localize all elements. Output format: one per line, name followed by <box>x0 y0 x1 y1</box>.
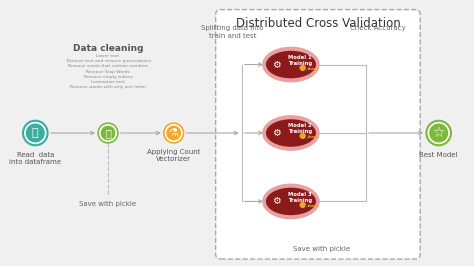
Text: Model 3
Training: Model 3 Training <box>289 192 312 203</box>
Text: learn: learn <box>308 203 319 207</box>
Text: Model 1
Training: Model 1 Training <box>289 55 312 66</box>
Text: Distributed Cross Validation: Distributed Cross Validation <box>236 17 400 30</box>
Ellipse shape <box>266 188 316 215</box>
Text: Best Model: Best Model <box>419 152 458 157</box>
Text: ⚗: ⚗ <box>169 128 179 138</box>
Text: Save with pickle: Save with pickle <box>293 246 350 252</box>
Text: learn: learn <box>308 135 319 139</box>
Text: Read  data
into dataframe: Read data into dataframe <box>9 152 61 165</box>
Ellipse shape <box>266 119 316 147</box>
Text: ●: ● <box>298 200 306 209</box>
Ellipse shape <box>262 184 319 219</box>
Text: Model 2
Training: Model 2 Training <box>289 123 312 135</box>
Text: ●: ● <box>298 63 306 72</box>
Text: ●: ● <box>304 67 308 71</box>
Text: Data cleaning: Data cleaning <box>73 44 143 52</box>
Text: Splitting data info
train and test: Splitting data info train and test <box>201 25 264 39</box>
Text: 🗄: 🗄 <box>32 128 38 138</box>
Text: Check Accuracy: Check Accuracy <box>350 25 406 31</box>
Text: learn: learn <box>308 66 319 71</box>
Ellipse shape <box>262 115 319 151</box>
Circle shape <box>164 123 184 143</box>
Text: Lower text
Tokenize text and remove punctuations
Remove words that contain numbe: Lower text Tokenize text and remove punc… <box>65 54 151 89</box>
FancyBboxPatch shape <box>216 10 420 259</box>
Text: ●: ● <box>304 136 308 140</box>
Text: ●: ● <box>298 131 306 140</box>
Text: Save with pickle: Save with pickle <box>80 201 137 207</box>
Ellipse shape <box>266 51 316 78</box>
Text: ●: ● <box>304 204 308 208</box>
Circle shape <box>426 120 451 146</box>
Ellipse shape <box>262 47 319 82</box>
Circle shape <box>98 123 118 143</box>
Text: ⚙: ⚙ <box>273 196 281 206</box>
Text: Applying Count
Vectorizer: Applying Count Vectorizer <box>147 149 201 163</box>
Text: ☆: ☆ <box>432 126 445 140</box>
Text: ⚙: ⚙ <box>273 128 281 138</box>
Text: 🔧: 🔧 <box>105 128 111 138</box>
Text: ⚙: ⚙ <box>273 60 281 70</box>
Circle shape <box>23 120 48 146</box>
